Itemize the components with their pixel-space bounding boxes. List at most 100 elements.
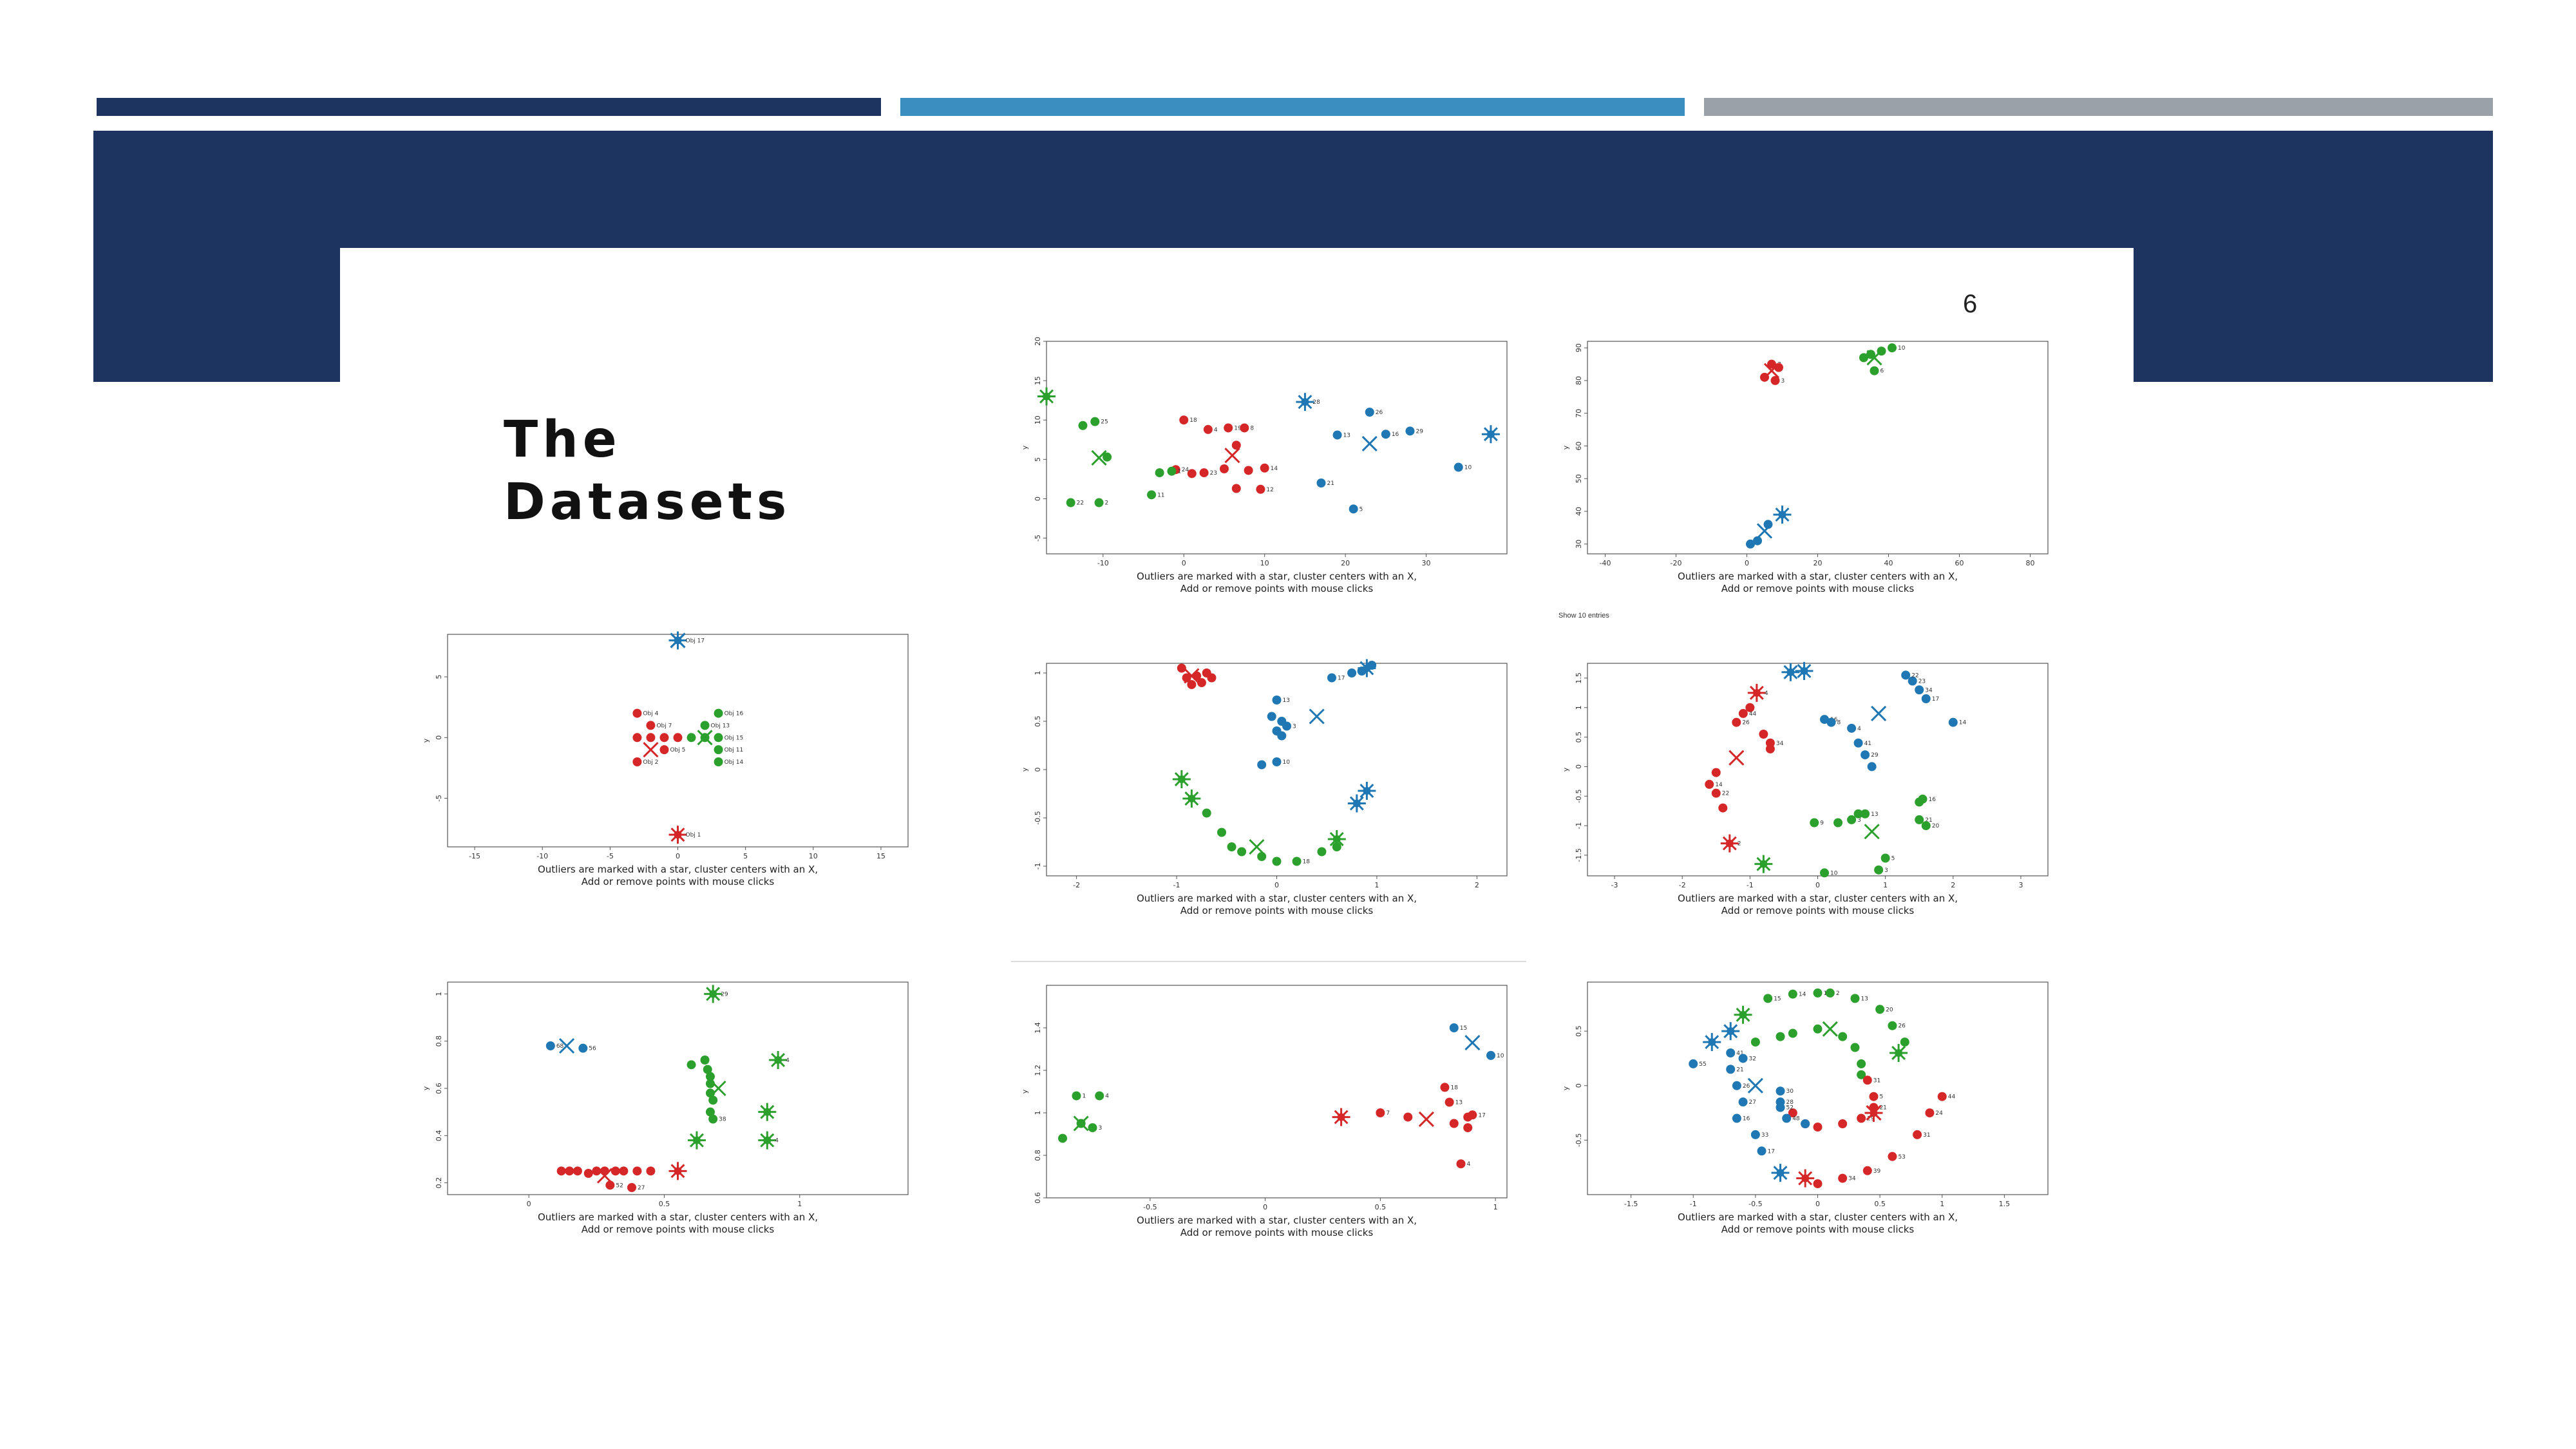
x-tick-label: 10 (809, 852, 818, 860)
data-point (1745, 703, 1755, 712)
point-label: 3 (1884, 867, 1888, 874)
point-label: 16 (1928, 797, 1936, 803)
point-label: 18 (1450, 1084, 1458, 1091)
data-point (1197, 678, 1206, 687)
cluster-center-x (558, 1037, 575, 1054)
y-tick-label: 0.5 (1034, 715, 1042, 727)
cluster-center-x (1871, 705, 1887, 721)
slide-title: The Datasets (504, 409, 791, 534)
data-point (556, 1166, 566, 1176)
data-point (1732, 717, 1741, 727)
data-point (1838, 1173, 1848, 1183)
y-tick-label: 20 (1034, 337, 1042, 346)
data-point (1746, 539, 1755, 549)
data-point (1861, 750, 1870, 760)
point-label: 26 (1898, 1023, 1906, 1030)
point-label: Obj 14 (724, 759, 744, 766)
point-label: 21 (1879, 1105, 1886, 1112)
y-axis-label: y (1021, 445, 1029, 450)
data-point (1095, 1091, 1104, 1101)
plot-frame (1046, 985, 1508, 1198)
data-point (1937, 1092, 1947, 1101)
data-point (1782, 1113, 1792, 1123)
x-tick-label: 0 (1745, 559, 1749, 567)
data-point (1272, 757, 1282, 766)
point-label: 13 (1343, 432, 1350, 439)
x-tick-label: -15 (469, 852, 480, 860)
point-label: 14 (1959, 720, 1967, 726)
data-point (1217, 828, 1227, 837)
outlier-star-ray (1184, 791, 1199, 806)
point-label: 28 (1312, 399, 1320, 406)
data-point (632, 757, 642, 766)
y-axis-label: y (1562, 445, 1570, 450)
point-label: 6 (1880, 368, 1884, 375)
outlier-star-ray (760, 1133, 775, 1148)
x-tick-label: -10 (536, 852, 548, 860)
data-point (1738, 708, 1748, 718)
point-label: 2 (1105, 500, 1109, 507)
data-point (605, 1180, 615, 1190)
y-tick-label: 1.4 (1034, 1022, 1042, 1034)
x-tick-label: 80 (2026, 559, 2035, 567)
y-tick-label: 1 (435, 992, 443, 996)
outlier-star-ray (1483, 427, 1498, 442)
outlier-star-ray (1756, 857, 1771, 871)
data-point (708, 1114, 718, 1124)
y-tick-label: 1 (1575, 705, 1583, 710)
plot-caption-line: Add or remove points with mouse clicks (1721, 905, 1915, 916)
data-point (1365, 408, 1374, 417)
data-point (1908, 676, 1917, 686)
y-tick-label: -1 (1034, 863, 1042, 870)
point-label: Obj 7 (656, 723, 672, 729)
y-tick-label: 0.8 (1034, 1150, 1042, 1161)
data-point (1187, 469, 1197, 478)
data-point (1444, 1097, 1454, 1107)
data-point (1202, 808, 1211, 818)
data-point (627, 1183, 636, 1192)
data-point (700, 721, 710, 730)
data-point (1463, 1123, 1473, 1133)
cluster-center-x (1184, 668, 1200, 684)
point-label: Obj 15 (724, 735, 744, 741)
y-tick-label: 80 (1575, 376, 1583, 385)
y-tick-label: 1.2 (1034, 1065, 1042, 1076)
data-point (714, 757, 723, 766)
point-label: 29 (1416, 428, 1423, 435)
data-point (646, 1166, 656, 1176)
plot-caption-line: Add or remove points with mouse clicks (582, 876, 775, 887)
x-tick-label: -10 (1097, 559, 1109, 567)
x-tick-label: -2 (1073, 881, 1080, 889)
outlier-star-ray (760, 1104, 775, 1119)
data-point (659, 733, 669, 743)
point-label: Obj 17 (686, 638, 705, 644)
entries-fragment-text: Show 10 entries (1558, 612, 1609, 620)
data-point (1838, 1032, 1848, 1041)
data-point (1349, 504, 1358, 514)
point-label: 22 (1077, 500, 1084, 507)
point-label: 26 (1743, 1083, 1750, 1090)
point-label: 24 (1935, 1110, 1943, 1117)
y-tick-label: -0.5 (1575, 1133, 1583, 1147)
outlier-star-ray (1797, 663, 1812, 678)
data-point (1948, 717, 1958, 727)
data-point (1316, 478, 1326, 488)
point-label: 3 (1857, 817, 1861, 824)
data-point (1376, 1108, 1385, 1117)
point-label: 27 (1749, 1099, 1756, 1106)
point-label: 18 (1189, 417, 1197, 424)
data-point (1317, 847, 1327, 857)
cluster-center-x (643, 742, 659, 758)
data-point (1776, 1103, 1785, 1112)
data-point (1078, 421, 1088, 430)
point-label: 23 (1918, 679, 1926, 685)
x-tick-label: -20 (1671, 559, 1682, 567)
point-label: 16 (1743, 1116, 1750, 1122)
data-point (659, 745, 669, 755)
outlier-star-ray (1783, 665, 1798, 679)
top-bar-gray (1704, 98, 2493, 116)
data-point (1237, 847, 1247, 857)
data-point (1732, 1081, 1741, 1090)
